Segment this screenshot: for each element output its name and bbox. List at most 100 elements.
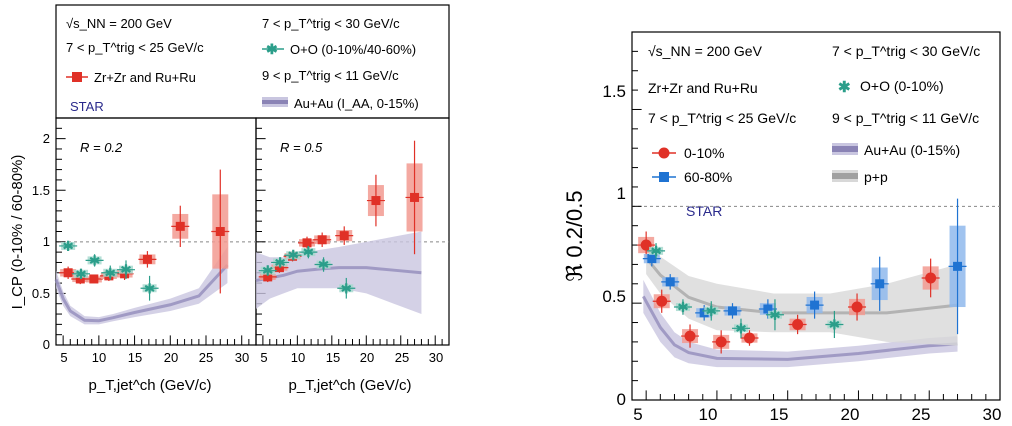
point-0-0-5 bbox=[142, 254, 152, 264]
right-legend-c1: 0-10% bbox=[684, 145, 724, 161]
band-mid-2-3 bbox=[642, 295, 958, 361]
left-ytick-3: 1.5 bbox=[32, 183, 50, 198]
right-ytick-1: 0.5 bbox=[602, 287, 626, 306]
left-legend-trig2: 7 < p_T^trig < 30 GeV/c bbox=[262, 16, 400, 31]
point-2-1-4 bbox=[763, 304, 773, 314]
right-legend-oo-marker: ✱ bbox=[838, 79, 851, 96]
right-xtick-5: 30 bbox=[983, 405, 1002, 424]
point-1-1-3: ✱ bbox=[303, 245, 315, 261]
point-1-0-0 bbox=[263, 272, 273, 282]
point-2-2-3: ✱ bbox=[735, 321, 747, 337]
left-x-tick-labels-b: 5 10 15 20 25 30 bbox=[260, 350, 443, 365]
right-ytick-3: 1.5 bbox=[602, 82, 626, 101]
left-legend-zr-marker bbox=[66, 72, 88, 82]
left-legend-star: STAR bbox=[70, 99, 104, 114]
left-ytick-1: 0.5 bbox=[32, 286, 50, 301]
point-2-1-2 bbox=[699, 308, 709, 318]
point-0-1-4: ✱ bbox=[120, 263, 132, 279]
point-2-2-5: ✱ bbox=[829, 317, 841, 333]
plot-layer: ✱✱✱✱ ✱✱✱✱ ✱ ✱✱✱✱✱ ✱✱✱✱ bbox=[54, 31, 1001, 401]
point-2-2-4: ✱ bbox=[769, 308, 781, 324]
right-legend-trig3: 9 < p_T^trig < 11 GeV/c bbox=[832, 110, 979, 126]
point-2-0-2 bbox=[684, 330, 696, 342]
point-1-0-4 bbox=[317, 235, 327, 245]
point-0-1-5: ✱ bbox=[144, 281, 156, 297]
point-0-0-6 bbox=[175, 221, 185, 231]
xtick-a-0: 5 bbox=[60, 350, 67, 365]
left-y-axis-label: I_CP (0-10% / 60-80%) bbox=[9, 155, 26, 310]
xtick-b-5: 30 bbox=[429, 350, 443, 365]
right-legend-energy: √s_NN = 200 GeV bbox=[648, 43, 763, 59]
right-xtick-0: 5 bbox=[633, 405, 642, 424]
left-x-axis-label-b: p_T,jet^ch (GeV/c) bbox=[289, 377, 412, 394]
left-legend-trig1: 7 < p_T^trig < 25 GeV/c bbox=[66, 40, 204, 55]
band-2-3 bbox=[643, 279, 958, 368]
point-0-0-1 bbox=[75, 274, 85, 284]
xtick-b-2: 15 bbox=[326, 350, 340, 365]
xtick-a-2: 15 bbox=[128, 350, 142, 365]
point-2-0-5 bbox=[792, 318, 804, 330]
right-xtick-3: 20 bbox=[841, 405, 860, 424]
point-1-1-1: ✱ bbox=[274, 255, 286, 271]
point-2-2-2: ✱ bbox=[705, 304, 717, 320]
point-1-0-3 bbox=[302, 238, 312, 248]
right-legend-zr: Zr+Zr and Ru+Ru bbox=[648, 80, 758, 96]
xtick-a-5: 30 bbox=[235, 350, 249, 365]
point-0-0-4 bbox=[120, 269, 130, 279]
point-2-2-0: ✱ bbox=[650, 244, 662, 260]
point-2-0-0 bbox=[640, 239, 652, 251]
right-legend-c2-marker bbox=[652, 172, 676, 182]
right-legend-c1-marker bbox=[652, 147, 676, 159]
point-1-1-5: ✱ bbox=[340, 281, 352, 297]
point-2-1-5 bbox=[810, 300, 820, 310]
left-x-tick-labels-a: 5 10 15 20 25 30 bbox=[60, 350, 249, 365]
left-ytick-2: 1 bbox=[43, 234, 50, 249]
point-1-1-2: ✱ bbox=[287, 248, 299, 264]
right-y-axis-label: ℜ 0.2/0.5 bbox=[562, 190, 587, 281]
point-0-1-1: ✱ bbox=[75, 267, 87, 283]
right-y-tick-labels: 0 0.5 1 1.5 bbox=[602, 82, 626, 409]
point-2-1-1 bbox=[665, 277, 675, 287]
left-legend-auau: Au+Au (I_AA, 0-15%) bbox=[294, 96, 419, 111]
left-ytick-0: 0 bbox=[43, 337, 50, 352]
right-x-tick-labels: 5 10 15 20 25 30 bbox=[633, 405, 1001, 424]
left-legend-oo: O+O (0-10%/40-60%) bbox=[290, 42, 416, 57]
point-2-0-1 bbox=[656, 295, 668, 307]
xtick-b-0: 5 bbox=[260, 350, 267, 365]
band-0-2 bbox=[56, 246, 228, 325]
point-2-1-7 bbox=[953, 261, 963, 271]
right-legend-pp: p+p bbox=[864, 169, 888, 185]
right-ytick-2: 1 bbox=[617, 184, 626, 203]
point-1-0-1 bbox=[274, 263, 284, 273]
point-2-0-7 bbox=[925, 272, 937, 284]
left-legend-energy: √s_NN = 200 GeV bbox=[66, 16, 172, 31]
panel-b-radius: R = 0.5 bbox=[280, 140, 323, 155]
right-xtick-1: 10 bbox=[699, 405, 718, 424]
point-2-0-3 bbox=[715, 336, 727, 348]
right-legend-pp-marker bbox=[832, 170, 858, 182]
left-ytick-4: 2 bbox=[43, 131, 50, 146]
point-1-0-7 bbox=[410, 192, 420, 202]
right-ytick-0: 0 bbox=[617, 390, 626, 409]
panel-a-radius: R = 0.2 bbox=[80, 140, 123, 155]
xtick-b-1: 10 bbox=[291, 350, 305, 365]
point-2-1-3 bbox=[727, 306, 737, 316]
xtick-a-4: 25 bbox=[199, 350, 213, 365]
xtick-b-3: 20 bbox=[360, 350, 374, 365]
band-1-2 bbox=[256, 231, 422, 315]
point-0-0-7 bbox=[215, 227, 225, 236]
right-legend-c2: 60-80% bbox=[684, 169, 732, 185]
right-legend-trig1: 7 < p_T^trig < 25 GeV/c bbox=[648, 110, 796, 126]
xtick-b-4: 25 bbox=[395, 350, 409, 365]
left-legend-oo-marker: ✱ bbox=[262, 41, 284, 57]
point-1-0-6 bbox=[371, 196, 381, 206]
band-mid-0-2 bbox=[54, 264, 229, 323]
point-2-0-6 bbox=[851, 301, 863, 313]
point-1-0-5 bbox=[339, 231, 349, 241]
point-2-1-6 bbox=[875, 279, 885, 289]
right-legend-star: STAR bbox=[686, 203, 722, 219]
right-xtick-4: 25 bbox=[912, 405, 931, 424]
point-2-1-0 bbox=[647, 254, 657, 264]
point-0-0-0 bbox=[63, 268, 73, 278]
xtick-a-3: 20 bbox=[164, 350, 178, 365]
